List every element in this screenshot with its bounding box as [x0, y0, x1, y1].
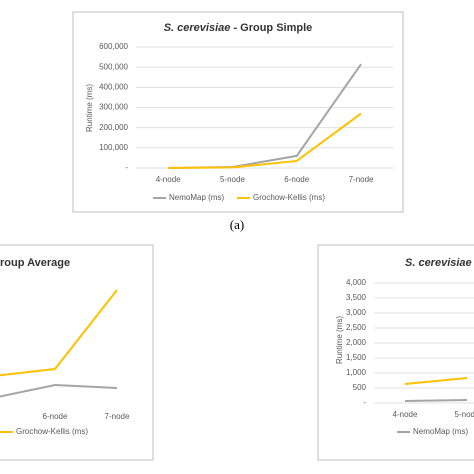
chart-title: S. cerevisiae - Group Simple [164, 22, 313, 34]
y-axis-label: Runtime (ms) [85, 84, 94, 132]
series-line [404, 399, 468, 402]
series-line [0, 289, 118, 377]
y-tick-label: 3,000 [346, 308, 367, 317]
y-axis-label: Runtime (ms) [335, 316, 344, 364]
legend-label: Grochow-Kellis (ms) [16, 427, 88, 436]
species: S. cerevisiae [164, 22, 231, 34]
y-tick-label: 2,000 [346, 338, 367, 347]
legend-label: NemoMap (ms) [413, 427, 468, 436]
x-tick-label: 7-node [349, 175, 374, 184]
chart-title: roup Average [0, 257, 70, 269]
legend-label: Grochow-Kellis (ms) [253, 193, 325, 202]
x-tick-label: 5-node [220, 175, 245, 184]
x-tick-label: 6-node [284, 175, 309, 184]
series-line [404, 377, 468, 386]
y-tick-label: 1,000 [346, 368, 367, 377]
y-tick-label: 2,500 [346, 323, 367, 332]
chart-frame [72, 11, 404, 213]
y-tick-label: 300,000 [99, 103, 128, 112]
title-text: roup Average [0, 257, 70, 269]
species: S. cerevisiae - [405, 257, 474, 269]
y-tick-label: 100,000 [99, 143, 128, 152]
x-tick-label: 6-node [43, 412, 68, 421]
y-tick-label: 400,000 [99, 82, 128, 91]
y-tick-label: 500 [353, 383, 367, 392]
legend-label: NemoMap (ms) [169, 193, 224, 202]
series-line [168, 112, 362, 169]
chart-frame [317, 244, 474, 461]
chart-title: S. cerevisiae - [405, 257, 474, 269]
x-tick-label: 4-node [156, 175, 181, 184]
y-tick-label: - [125, 163, 128, 172]
x-tick-label: 7-node [105, 412, 130, 421]
series-line [0, 383, 118, 398]
title-text: - Group Simple [233, 22, 312, 34]
y-tick-label: - [363, 398, 366, 407]
caption: (a) [230, 217, 244, 232]
x-tick-label: 4-node [393, 410, 418, 419]
chart-frame [0, 244, 154, 461]
y-tick-label: 3,500 [346, 293, 367, 302]
y-tick-label: 500,000 [99, 62, 128, 71]
y-tick-label: 4,000 [346, 278, 367, 287]
y-tick-label: 1,500 [346, 353, 367, 362]
x-tick-label: 5-node [455, 410, 474, 419]
y-tick-label: 600,000 [99, 42, 128, 51]
y-tick-label: 200,000 [99, 123, 128, 132]
